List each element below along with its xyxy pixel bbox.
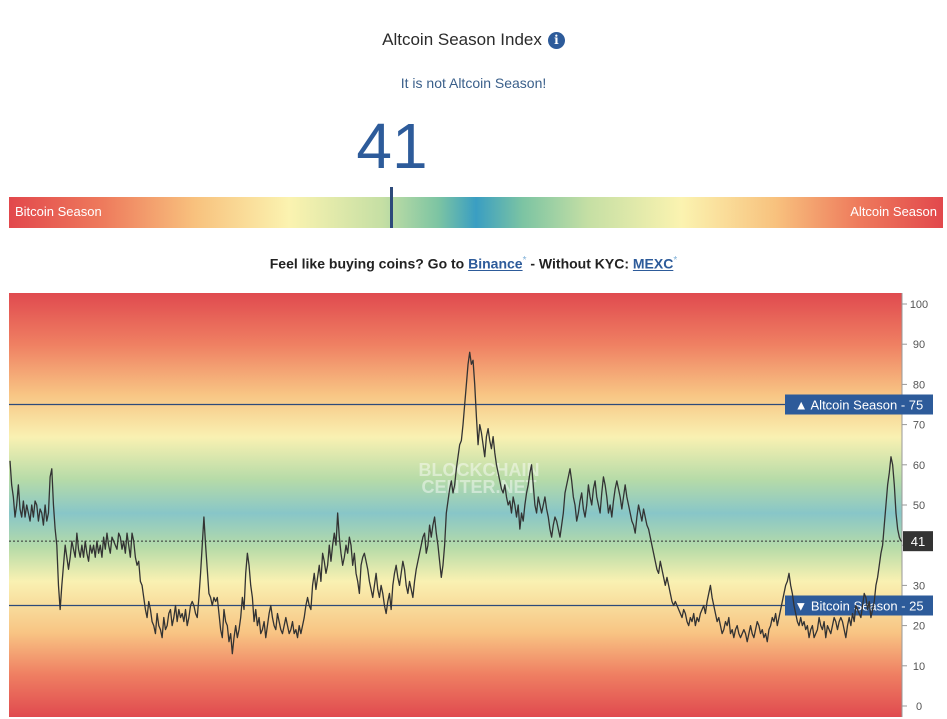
mexc-star: * [673, 255, 678, 266]
y-tick-label: 80 [913, 379, 925, 391]
threshold-badge-label: ▼ Bitcoin Season - 25 [794, 599, 923, 614]
gauge-marker [390, 187, 394, 228]
series-line [9, 351, 902, 655]
threshold-badge [785, 394, 933, 415]
y-tick-label: 60 [913, 460, 925, 472]
info-icon[interactable]: i [547, 32, 565, 49]
index-value: 41 [356, 110, 428, 182]
watermark-line-2: CENTER.NET [421, 477, 536, 497]
binance-link[interactable]: Binance [468, 255, 523, 272]
current-value-badge: 41 [903, 531, 933, 552]
watermark-line-1: BLOCKCHAIN [419, 460, 540, 480]
current-badge-label: 41 [911, 534, 925, 549]
page-title: Altcoin Season Index i [0, 30, 947, 50]
promo-middle: - Without KYC: [530, 255, 629, 272]
altcoin-index-chart: 0102030405060708090100 BLOCKCHAIN CENTER… [9, 293, 933, 717]
binance-star: * [522, 255, 527, 266]
y-tick-label: 50 [913, 500, 925, 512]
y-tick-label: 20 [913, 621, 925, 633]
current-badge-box [903, 531, 933, 552]
y-tick-label: 70 [913, 420, 925, 432]
mexc-link[interactable]: MEXC [632, 255, 674, 272]
threshold-badge [785, 595, 933, 616]
gauge-right-label: Altcoin Season [850, 204, 937, 219]
y-tick-label: 0 [916, 701, 922, 713]
promo-prefix: Feel like buying coins? Go to [269, 255, 465, 272]
threshold-lines: ▲ Altcoin Season - 75 ▼ Bitcoin Season - … [9, 394, 933, 616]
y-tick-label: 30 [913, 580, 925, 592]
threshold-badge-label: ▲ Altcoin Season - 75 [795, 398, 924, 413]
promo-line: Feel like buying coins? Go to Binance* -… [0, 255, 947, 272]
y-tick-label: 10 [913, 661, 925, 673]
chart-background [9, 293, 902, 717]
gauge-left-label: Bitcoin Season [15, 204, 102, 219]
status-text: It is not Altcoin Season! [400, 75, 547, 91]
season-gauge: Bitcoin Season Altcoin Season [9, 197, 943, 228]
title-text: Altcoin Season Index [382, 30, 542, 49]
y-tick-label: 90 [913, 339, 925, 351]
y-axis-ticks: 0102030405060708090100 [902, 299, 928, 713]
y-tick-label: 100 [910, 299, 928, 311]
